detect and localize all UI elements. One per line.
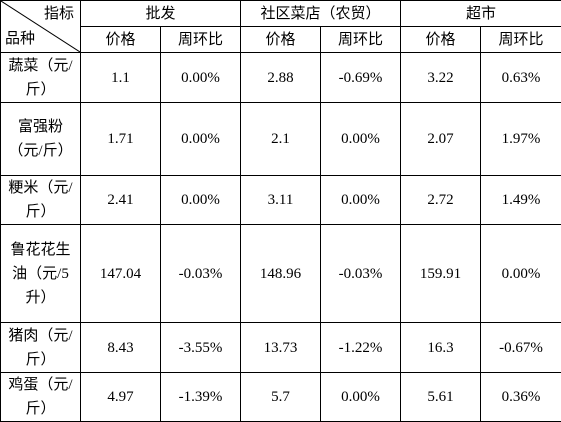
header-row: 指标 品种 批发 社区菜店（农贸） 超市 [1, 1, 561, 27]
corner-bottom: 品种 [5, 26, 35, 52]
group-header: 社区菜店（农贸） [241, 1, 401, 27]
value-cell: 1.97% [481, 103, 561, 176]
value-cell: 0.36% [481, 373, 561, 422]
group-header: 批发 [81, 1, 241, 27]
value-cell: 13.73 [241, 323, 321, 373]
subheader: 价格 [401, 27, 481, 53]
item-name: 鸡蛋（元/斤） [1, 373, 81, 422]
value-cell: 2.41 [81, 176, 161, 225]
value-cell: 159.91 [401, 225, 481, 323]
item-name: 粳米（元/斤） [1, 176, 81, 225]
value-cell: 148.96 [241, 225, 321, 323]
item-name: 富强粉（元/斤） [1, 103, 81, 176]
value-cell: -0.69% [321, 53, 401, 103]
value-cell: 1.1 [81, 53, 161, 103]
value-cell: 1.49% [481, 176, 561, 225]
value-cell: 5.61 [401, 373, 481, 422]
value-cell: 0.00% [161, 53, 241, 103]
value-cell: -0.03% [321, 225, 401, 323]
item-name: 鲁花花生油（元/5升） [1, 225, 81, 323]
group-header: 超市 [401, 1, 561, 27]
value-cell: -3.55% [161, 323, 241, 373]
value-cell: 0.00% [321, 176, 401, 225]
value-cell: -0.67% [481, 323, 561, 373]
value-cell: -1.39% [161, 373, 241, 422]
subheader: 周环比 [321, 27, 401, 53]
value-cell: 0.00% [161, 176, 241, 225]
value-cell: 0.00% [321, 103, 401, 176]
subheader-row: 价格周环比价格周环比价格周环比 [1, 27, 561, 53]
value-cell: -0.03% [161, 225, 241, 323]
value-cell: -1.22% [321, 323, 401, 373]
value-cell: 2.72 [401, 176, 481, 225]
corner-top: 指标 [44, 1, 74, 27]
value-cell: 0.00% [321, 373, 401, 422]
value-cell: 2.07 [401, 103, 481, 176]
corner-cell: 指标 品种 [1, 1, 81, 53]
value-cell: 2.1 [241, 103, 321, 176]
subheader: 价格 [81, 27, 161, 53]
item-name: 猪肉（元/斤） [1, 323, 81, 373]
value-cell: 1.71 [81, 103, 161, 176]
value-cell: 0.63% [481, 53, 561, 103]
value-cell: 8.43 [81, 323, 161, 373]
value-cell: 2.88 [241, 53, 321, 103]
value-cell: 3.11 [241, 176, 321, 225]
subheader: 周环比 [161, 27, 241, 53]
subheader: 周环比 [481, 27, 561, 53]
value-cell: 0.00% [481, 225, 561, 323]
value-cell: 4.97 [81, 373, 161, 422]
item-name: 蔬菜（元/斤） [1, 53, 81, 103]
value-cell: 16.3 [401, 323, 481, 373]
data-row: 鲁花花生油（元/5升）147.04-0.03%148.96-0.03%159.9… [1, 225, 561, 323]
value-cell: 0.00% [161, 103, 241, 176]
value-cell: 147.04 [81, 225, 161, 323]
value-cell: 3.22 [401, 53, 481, 103]
data-row: 猪肉（元/斤）8.43-3.55%13.73-1.22%16.3-0.67% [1, 323, 561, 373]
subheader: 价格 [241, 27, 321, 53]
value-cell: 5.7 [241, 373, 321, 422]
